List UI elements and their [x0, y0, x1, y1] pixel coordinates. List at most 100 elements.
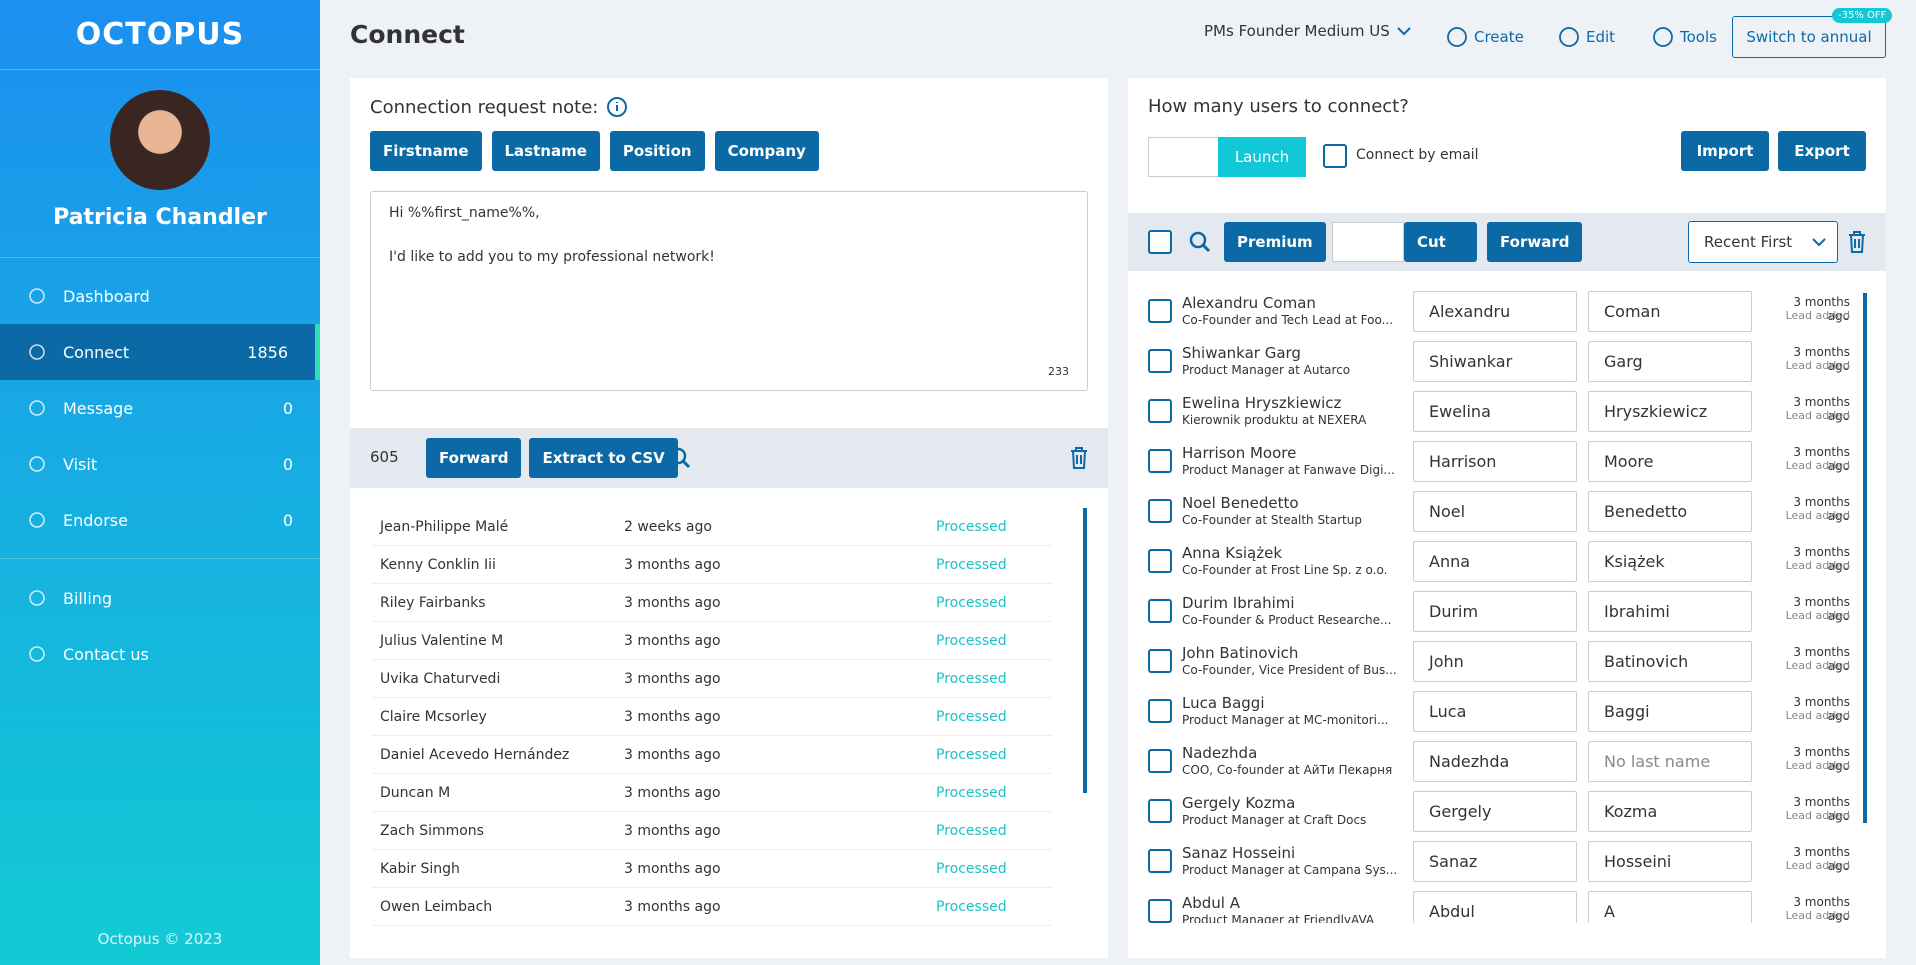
queue-row[interactable]: Zach Simmons 3 months ago Processed [372, 812, 1052, 850]
tag-button[interactable]: Lastname [491, 131, 600, 171]
search-icon[interactable] [668, 446, 692, 470]
first-name-input[interactable]: Alexandru [1413, 291, 1577, 332]
tag-buttons: Firstname Lastname Position Company [370, 131, 819, 171]
first-name-input[interactable]: Gergely [1413, 791, 1577, 832]
lead-time: 3 months ago [1793, 845, 1850, 873]
last-name-input[interactable]: Hosseini [1588, 841, 1752, 882]
first-name-input[interactable]: Abdul [1413, 891, 1577, 923]
export-button[interactable]: Export [1778, 131, 1866, 171]
cut-button[interactable]: Cut [1404, 222, 1477, 262]
person-name: Kabir Singh [380, 860, 460, 877]
first-name-input[interactable]: Ewelina [1413, 391, 1577, 432]
forward-button[interactable]: Forward [1487, 222, 1583, 262]
premium-button[interactable]: Premium [1224, 222, 1326, 262]
queue-row[interactable]: Duncan M 3 months ago Processed [372, 774, 1052, 812]
delete-icon[interactable] [1846, 230, 1868, 254]
queue-row[interactable]: Kabir Singh 3 months ago Processed [372, 850, 1052, 888]
first-name-input[interactable]: Luca [1413, 691, 1577, 732]
queued-time: 3 months ago [624, 822, 721, 839]
last-name-input[interactable]: Moore [1588, 441, 1752, 482]
queue-row[interactable]: Julius Valentine M 3 months ago Processed [372, 622, 1052, 660]
first-name-input[interactable]: Harrison [1413, 441, 1577, 482]
queue-row[interactable]: Riley Fairbanks 3 months ago Processed [372, 584, 1052, 622]
lead-checkbox[interactable] [1148, 799, 1172, 823]
user-name: Patricia Chandler [53, 205, 267, 230]
nav-item[interactable]: Contact us [0, 626, 320, 682]
lead-checkbox[interactable] [1148, 599, 1172, 623]
first-name-input[interactable]: Anna [1413, 541, 1577, 582]
last-name-input[interactable]: Benedetto [1588, 491, 1752, 532]
launch-button[interactable]: Launch [1218, 137, 1306, 177]
last-name-input[interactable]: Baggi [1588, 691, 1752, 732]
tag-button[interactable]: Firstname [370, 131, 482, 171]
last-name-input[interactable]: Hryszkiewicz [1588, 391, 1752, 432]
queue-row[interactable]: Uvika Chaturvedi 3 months ago Processed [372, 660, 1052, 698]
lead-row: Nadezhda COO, Co-founder at АйТи Пекарня N… [1128, 736, 1886, 786]
email-checkbox[interactable] [1323, 144, 1347, 168]
note-textarea[interactable]: Hi %%first_name%%, I'd like to add you t… [370, 191, 1088, 391]
import-button[interactable]: Import [1681, 131, 1769, 171]
last-name-input[interactable]: A [1588, 891, 1752, 923]
lead-name: Abdul A [1182, 894, 1241, 912]
nav-item[interactable]: Connect 1856 [0, 324, 320, 380]
first-name-input[interactable]: Shiwankar [1413, 341, 1577, 382]
first-name-input[interactable]: Nadezhda [1413, 741, 1577, 782]
first-name-input[interactable]: Sanaz [1413, 841, 1577, 882]
avatar[interactable] [110, 90, 210, 190]
first-name-input[interactable]: John [1413, 641, 1577, 682]
lead-checkbox[interactable] [1148, 849, 1172, 873]
nav-item[interactable]: Visit 0 [0, 436, 320, 492]
queue-row[interactable]: Daniel Acevedo Hernández 3 months ago Proc… [372, 736, 1052, 774]
search-icon[interactable] [1188, 230, 1212, 254]
nav-item[interactable]: Endorse 0 [0, 492, 320, 548]
lead-checkbox[interactable] [1148, 299, 1172, 323]
sort-label: Recent First [1704, 233, 1793, 251]
queue-row[interactable]: Owen Leimbach 3 months ago Processed [372, 888, 1052, 926]
tag-button[interactable]: Position [609, 131, 705, 171]
queue-button[interactable]: Forward [426, 438, 522, 478]
queue-row[interactable]: Kenny Conklin Iii 3 months ago Processed [372, 546, 1052, 584]
header-action[interactable]: Tools [1652, 26, 1717, 48]
lead-checkbox[interactable] [1148, 499, 1172, 523]
lead-row: Sanaz Hosseini Product Manager at Campana… [1128, 836, 1886, 886]
sort-select[interactable]: Recent First [1688, 221, 1838, 263]
lead-checkbox[interactable] [1148, 449, 1172, 473]
nav-item[interactable]: Billing [0, 570, 320, 626]
queued-time: 3 months ago [624, 556, 721, 573]
lead-checkbox[interactable] [1148, 549, 1172, 573]
last-name-input[interactable]: Batinovich [1588, 641, 1752, 682]
lead-status: Lead added [1785, 759, 1850, 772]
lead-checkbox[interactable] [1148, 349, 1172, 373]
first-name-input[interactable]: Durim [1413, 591, 1577, 632]
last-name-input[interactable]: Kozma [1588, 791, 1752, 832]
header-action[interactable]: Edit [1558, 26, 1615, 48]
first-name-input[interactable]: Noel [1413, 491, 1577, 532]
last-name-input[interactable]: Garg [1588, 341, 1752, 382]
campaign-select[interactable]: PMs Founder Medium US [1204, 22, 1412, 40]
nav-item[interactable]: Dashboard [0, 268, 320, 324]
logo[interactable]: OCTOPUS [0, 0, 320, 70]
last-name-input[interactable]: Ibrahimi [1588, 591, 1752, 632]
header-action[interactable]: Create [1446, 26, 1524, 48]
queue-row[interactable]: Jean-Philippe Malé 2 weeks ago Processed [372, 508, 1052, 546]
last-name-input[interactable]: No last name [1588, 741, 1752, 782]
count-input[interactable] [1148, 137, 1218, 177]
lead-checkbox[interactable] [1148, 649, 1172, 673]
info-icon[interactable] [606, 96, 628, 118]
queue-button[interactable]: Extract to CSV [529, 438, 678, 478]
lead-checkbox[interactable] [1148, 699, 1172, 723]
delete-icon[interactable] [1068, 446, 1090, 470]
last-name-input[interactable]: Coman [1588, 291, 1752, 332]
tag-button[interactable]: Company [714, 131, 819, 171]
select-all[interactable] [1148, 230, 1172, 254]
lead-checkbox[interactable] [1148, 399, 1172, 423]
nav-item[interactable]: Message 0 [0, 380, 320, 436]
lead-checkbox[interactable] [1148, 749, 1172, 773]
lead-checkbox[interactable] [1148, 899, 1172, 923]
last-name-input[interactable]: Książek [1588, 541, 1752, 582]
cut-input[interactable] [1332, 222, 1404, 262]
queue-row[interactable]: Claire Mcsorley 3 months ago Processed [372, 698, 1052, 736]
switch-annual[interactable]: Switch to annual [1732, 16, 1886, 58]
nav-icon [29, 400, 45, 416]
